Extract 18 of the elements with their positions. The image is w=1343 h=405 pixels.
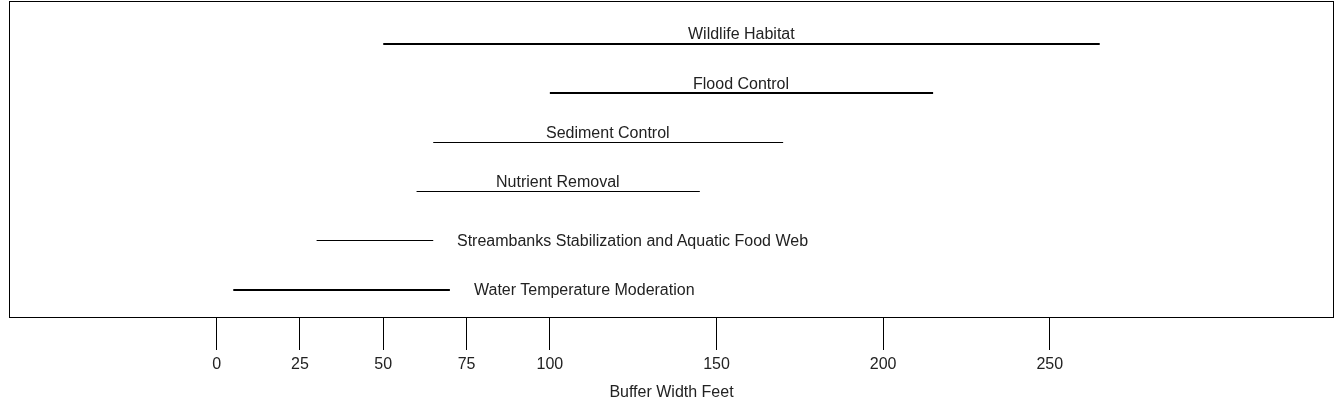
x-tick-label: 250 [1036,355,1064,373]
x-tick-label: 50 [374,355,393,373]
bar [383,43,1100,45]
x-tick-label: 0 [212,355,222,373]
y-tick-label: Sediment Control [546,124,670,141]
x-axis-title: Buffer Width Feet [609,382,735,400]
y-tick-label: Streambanks Stabilization and Aquatic Food Web [457,232,809,249]
bar [233,289,450,291]
y-tick-label: Nutrient Removal [496,173,620,190]
x-tick-label: 100 [536,355,564,373]
x-tick-label: 25 [291,355,309,373]
y-tick-label: Wildlife Habitat [688,25,796,42]
x-tick-label: 75 [457,355,476,373]
x-tick-label: 150 [703,355,730,373]
y-tick-label: Water Temperature Moderation [474,281,695,298]
bar [549,92,934,94]
x-tick-label: 200 [869,355,897,373]
y-tick-label: Flood Control [693,75,790,92]
